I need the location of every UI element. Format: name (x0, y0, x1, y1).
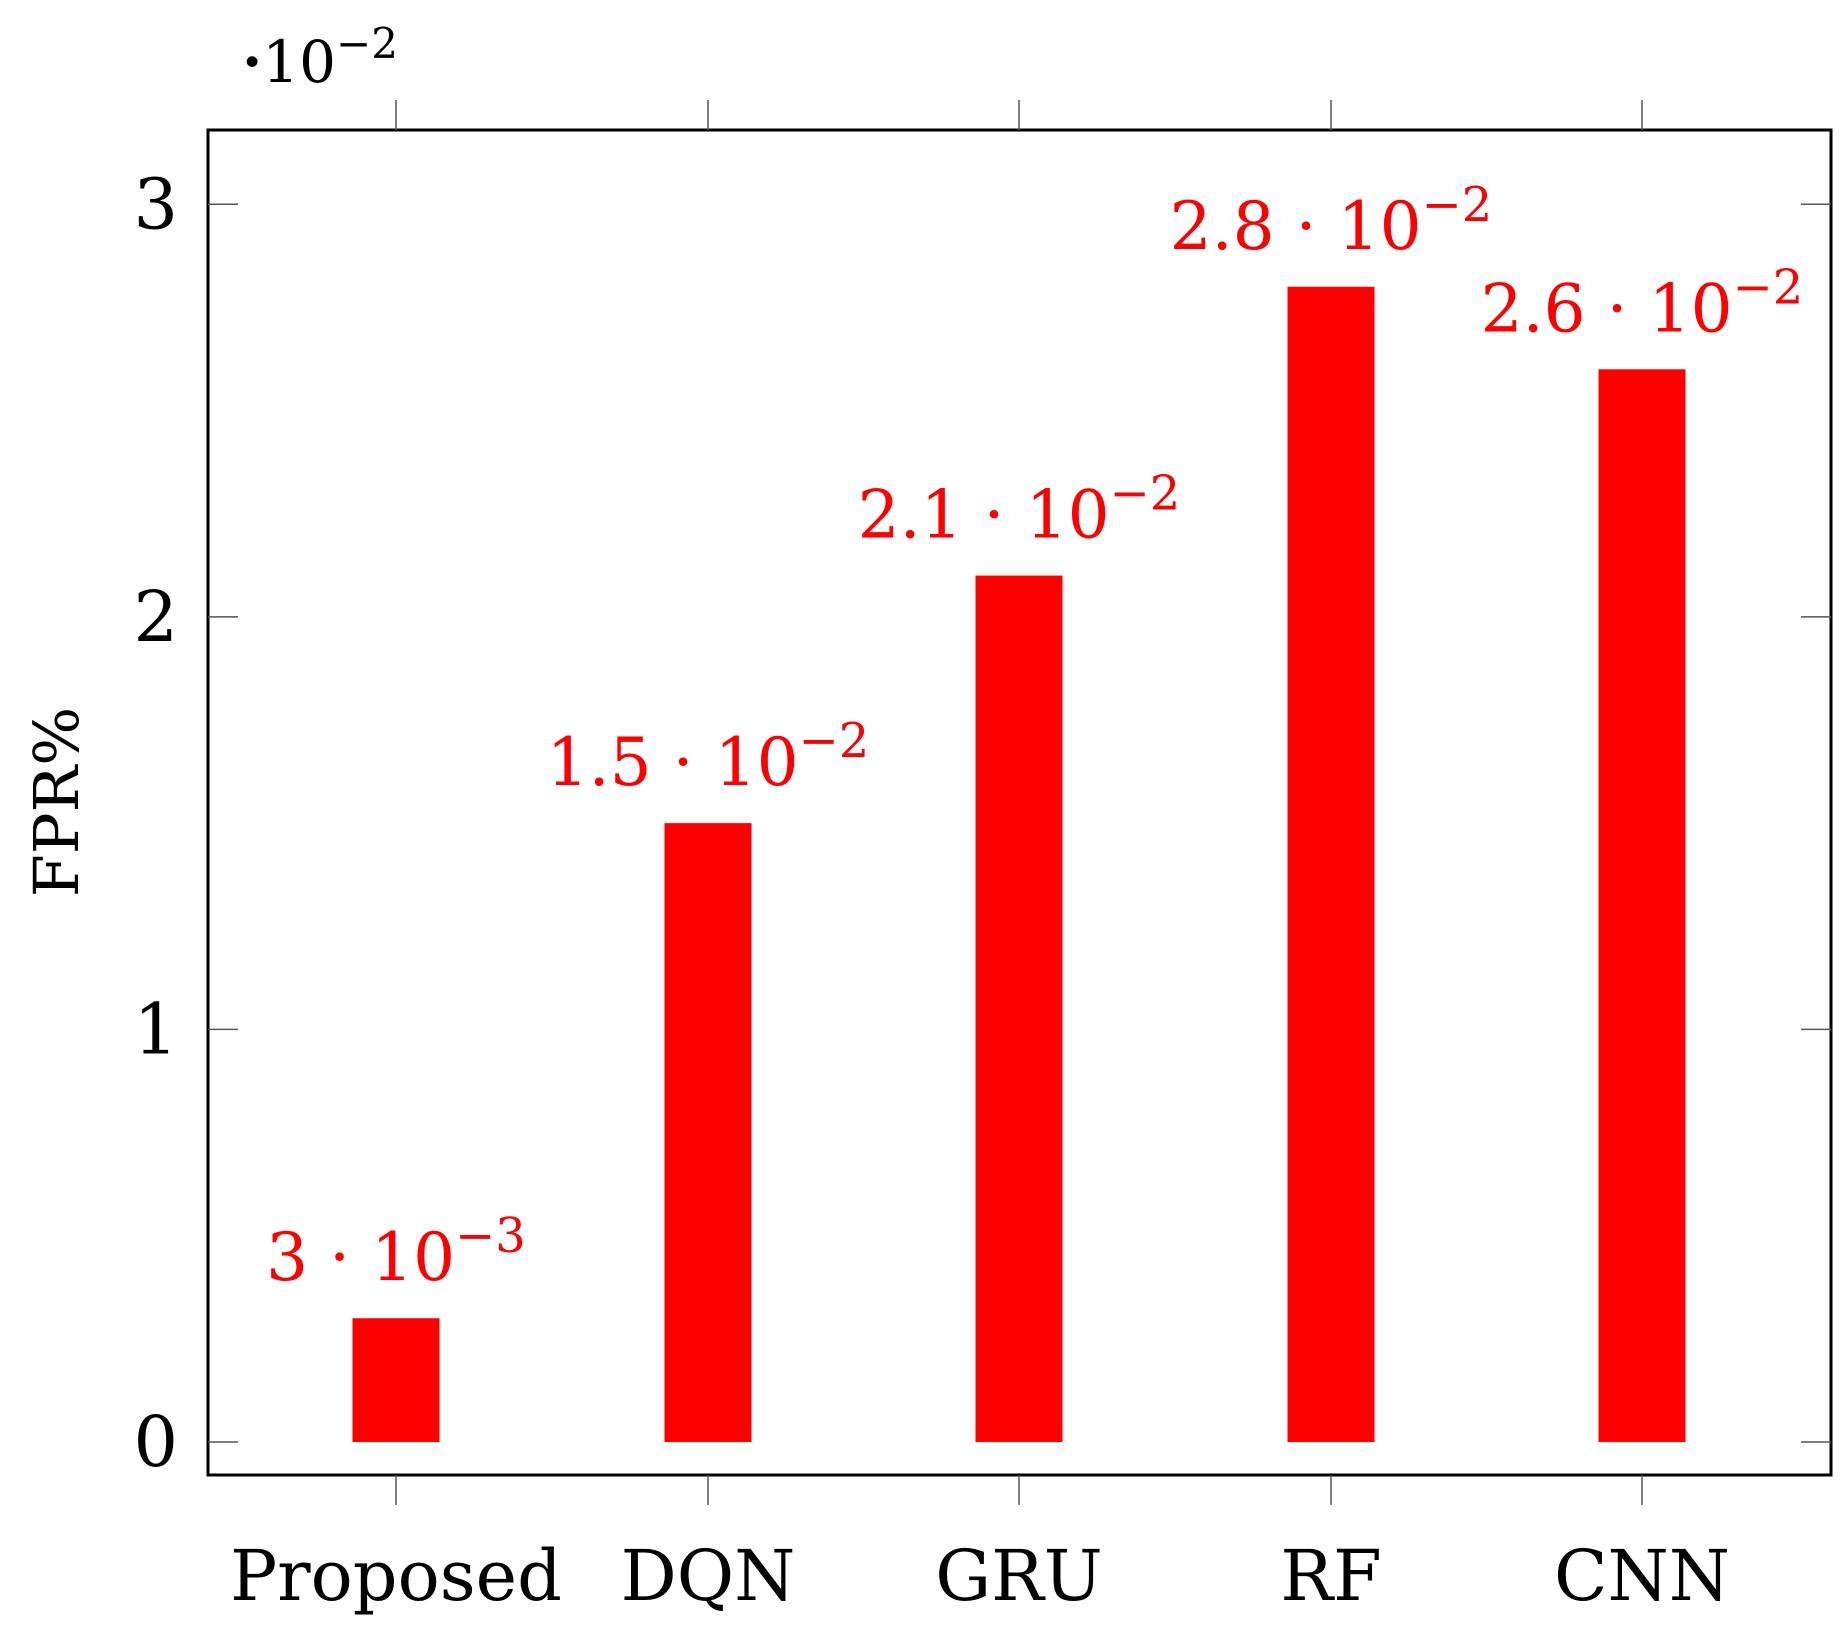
x-tick-label: Proposed (230, 1535, 562, 1617)
bar (664, 823, 752, 1442)
y-tick-label: 0 (133, 1401, 178, 1483)
bar (1598, 369, 1686, 1442)
bar (1287, 286, 1375, 1442)
y-axis-label: FPR% (20, 707, 93, 897)
x-tick-label: GRU (935, 1535, 1103, 1617)
bar (975, 575, 1063, 1442)
data-label: 2.6 · 10−2 (1481, 259, 1804, 347)
data-label: 1.5 · 10−2 (547, 713, 870, 801)
data-label: 2.1 · 10−2 (858, 466, 1181, 554)
x-tick-label: DQN (621, 1535, 796, 1617)
y-tick-label: 2 (133, 576, 178, 658)
y-tick-label: 1 (133, 988, 178, 1070)
scale-factor-base: 10 (262, 28, 336, 96)
data-label: 2.8 · 10−2 (1170, 177, 1493, 265)
y-tick-label: 3 (133, 163, 178, 245)
scale-factor-label: ·10−2 (242, 19, 398, 96)
bar (352, 1318, 440, 1442)
scale-factor-exponent: −2 (336, 19, 398, 68)
x-tick-label: CNN (1554, 1535, 1730, 1617)
x-tick-label: RF (1280, 1535, 1381, 1617)
data-label: 3 · 10−3 (266, 1208, 526, 1296)
